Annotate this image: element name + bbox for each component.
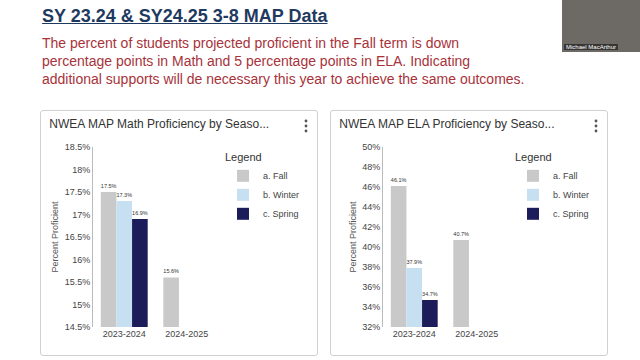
svg-text:16%: 16%: [72, 255, 90, 265]
svg-text:16.5%: 16.5%: [65, 232, 91, 242]
svg-text:b. Winter: b. Winter: [553, 190, 589, 200]
svg-text:37.9%: 37.9%: [406, 259, 422, 265]
svg-text:Percent Proficient: Percent Proficient: [348, 201, 358, 273]
svg-text:46%: 46%: [362, 182, 380, 192]
svg-text:34.7%: 34.7%: [422, 291, 438, 297]
svg-text:40%: 40%: [362, 242, 380, 252]
svg-text:50%: 50%: [362, 142, 380, 152]
svg-text:42%: 42%: [362, 222, 380, 232]
svg-text:18.5%: 18.5%: [65, 142, 91, 152]
svg-text:17%: 17%: [72, 210, 90, 220]
svg-text:48%: 48%: [362, 162, 380, 172]
svg-text:NWEA MAP ELA Proficiency by Se: NWEA MAP ELA Proficiency by Seaso...: [339, 117, 554, 131]
svg-text:18%: 18%: [72, 165, 90, 175]
svg-text:c. Spring: c. Spring: [263, 209, 299, 219]
html-text:SY 23.24 & SY24.25 3-8 MAP Dat: SY 23.24 & SY24.25 3-8 MAP Data: [42, 6, 328, 26]
html-text:The percent of students projec: The percent of students projected profic…: [42, 35, 460, 51]
svg-text:2023-2024: 2023-2024: [393, 329, 436, 339]
svg-text:17.5%: 17.5%: [65, 187, 91, 197]
svg-text:Legend: Legend: [515, 151, 552, 163]
svg-text:2024-2025: 2024-2025: [455, 329, 498, 339]
svg-text:38%: 38%: [362, 262, 380, 272]
svg-text:34%: 34%: [362, 302, 380, 312]
svg-text:a. Fall: a. Fall: [553, 171, 578, 181]
svg-text:32%: 32%: [362, 322, 380, 332]
html-text:additional supports will de ne: additional supports will de necessary th…: [42, 71, 525, 87]
svg-text:Legend: Legend: [225, 151, 262, 163]
html-text:percentage points in Math and: percentage points in Math and 5 percenta…: [42, 53, 471, 69]
svg-text:b. Winter: b. Winter: [263, 190, 299, 200]
svg-text:16.9%: 16.9%: [132, 210, 148, 216]
svg-text:a. Fall: a. Fall: [263, 171, 288, 181]
html-text:Michael MacArthur: Michael MacArthur: [566, 44, 616, 50]
svg-text:14.5%: 14.5%: [65, 322, 91, 332]
svg-text:44%: 44%: [362, 202, 380, 212]
svg-text:15%: 15%: [72, 300, 90, 310]
svg-text:2024-2025: 2024-2025: [165, 329, 208, 339]
svg-text:Percent Proficient: Percent Proficient: [50, 201, 60, 273]
svg-text:2023-2024: 2023-2024: [103, 329, 146, 339]
svg-text:36%: 36%: [362, 282, 380, 292]
svg-text:17.3%: 17.3%: [116, 192, 132, 198]
svg-text:17.5%: 17.5%: [101, 183, 117, 189]
svg-text:15.6%: 15.6%: [163, 268, 179, 274]
svg-text:c. Spring: c. Spring: [553, 209, 589, 219]
svg-text:NWEA MAP Math Proficiency by S: NWEA MAP Math Proficiency by Seaso...: [49, 117, 269, 131]
svg-text:15.5%: 15.5%: [65, 277, 91, 287]
svg-text:46.1%: 46.1%: [391, 177, 407, 183]
svg-text:40.7%: 40.7%: [453, 231, 469, 237]
